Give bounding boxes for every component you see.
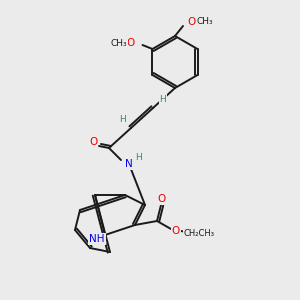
Text: H: H bbox=[160, 94, 167, 103]
Text: O: O bbox=[126, 38, 135, 48]
Text: O: O bbox=[89, 137, 97, 147]
Text: CH₃: CH₃ bbox=[110, 38, 127, 47]
Text: O: O bbox=[157, 194, 165, 204]
Text: CH₃: CH₃ bbox=[197, 17, 213, 26]
Text: O: O bbox=[187, 17, 195, 27]
Text: H: H bbox=[118, 115, 125, 124]
Text: NH: NH bbox=[89, 234, 105, 244]
Text: N: N bbox=[125, 159, 133, 169]
Text: O: O bbox=[172, 226, 180, 236]
Text: CH₂CH₃: CH₂CH₃ bbox=[184, 229, 214, 238]
Text: H: H bbox=[136, 154, 142, 163]
